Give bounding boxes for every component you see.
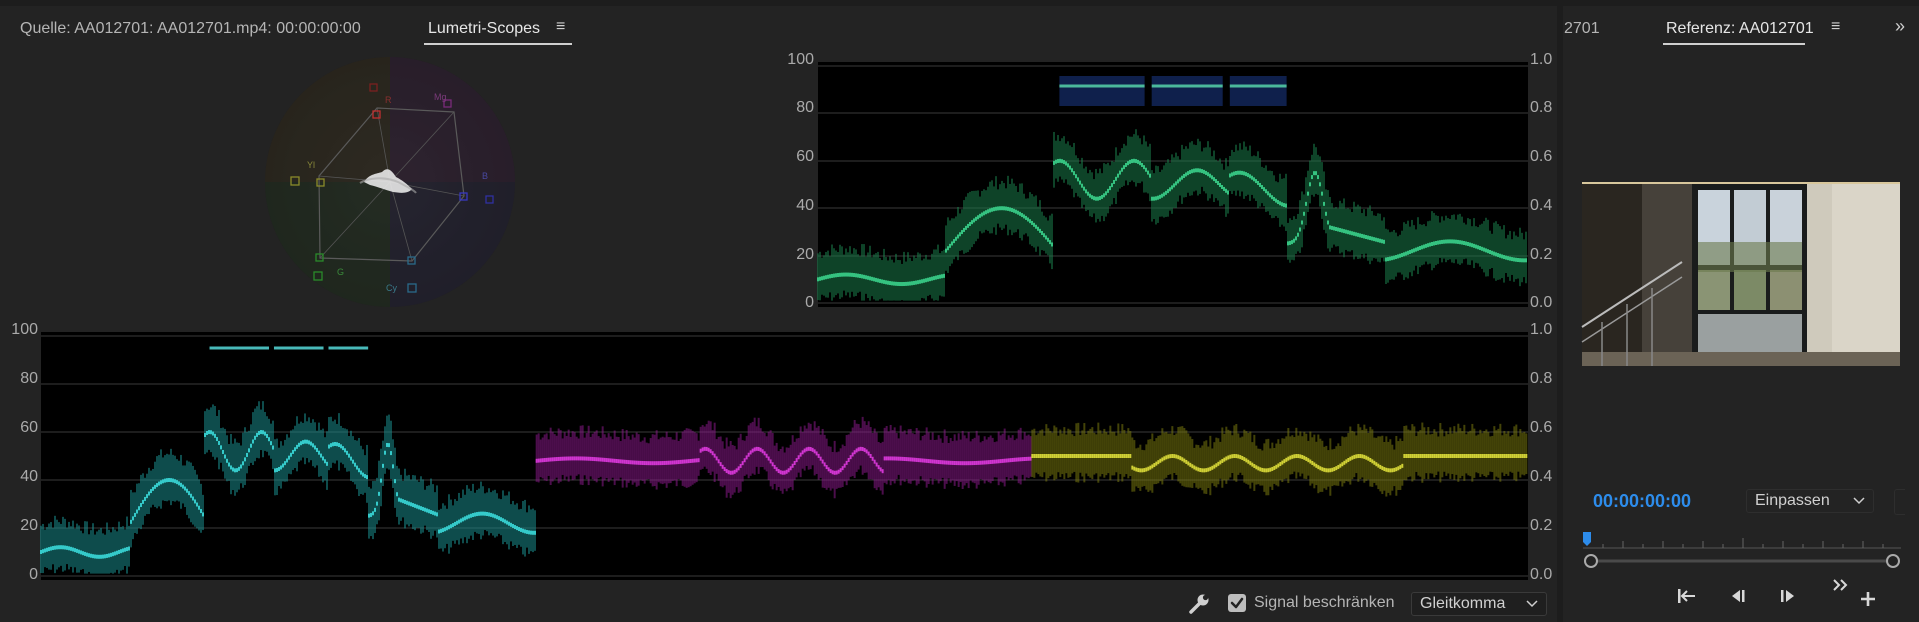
- label-g: G: [337, 267, 344, 277]
- resolution-dropdown-partial[interactable]: [1894, 489, 1905, 515]
- label-b: B: [482, 171, 488, 181]
- active-tab-underline: [424, 43, 572, 45]
- parade-tick-left: 60: [20, 419, 38, 436]
- parade-tick-left: 80: [20, 370, 38, 387]
- target-mg: [443, 99, 452, 108]
- trace-group: [535, 416, 1032, 499]
- label-cy: Cy: [386, 283, 397, 293]
- step-forward-icon[interactable]: [1778, 586, 1800, 606]
- parade-tick-right: 0.6: [1530, 419, 1553, 436]
- label-r: R: [385, 95, 392, 105]
- playhead-icon: [1583, 532, 1591, 546]
- signal-clamp-label: Signal beschränken: [1254, 594, 1395, 611]
- vectorscope: R Mg B Cy G Yl: [265, 57, 515, 307]
- precision-value: Gleitkomma: [1420, 595, 1506, 612]
- scroll-handle-right: [1886, 554, 1900, 568]
- parade-tick-right: 0.8: [1530, 370, 1553, 387]
- waveform-trace: [817, 65, 1528, 304]
- parade-tick-left: 40: [20, 468, 38, 485]
- wf-tick-right: 0.0: [1530, 294, 1553, 311]
- wf-tick-right: 0.2: [1530, 246, 1553, 263]
- checkmark-icon: [1230, 597, 1244, 609]
- target-g: [315, 253, 324, 262]
- panel-overflow-icon[interactable]: »: [1895, 16, 1906, 36]
- precision-dropdown[interactable]: Gleitkomma: [1411, 592, 1547, 616]
- chevron-down-icon: [1853, 497, 1865, 505]
- timecode-display[interactable]: 00:00:00:00: [1593, 491, 1692, 511]
- wf-tick-right: 0.8: [1530, 99, 1553, 116]
- active-tab-underline: [1663, 43, 1805, 45]
- wf-tick-left: 80: [796, 99, 814, 116]
- scroll-handle-left: [1584, 554, 1598, 568]
- parade-tick-right: 0.4: [1530, 468, 1553, 485]
- fit-value: Einpassen: [1755, 492, 1830, 509]
- trace-group: [1031, 422, 1528, 497]
- parade-tick-left: 20: [20, 517, 38, 534]
- reference-monitor-panel: 2701 Referenz: AA012701 ≡ » 00:00:00:00 …: [1563, 6, 1919, 622]
- step-back-icon[interactable]: [1726, 586, 1748, 606]
- wf-tick-left: 20: [796, 246, 814, 263]
- panel-menu-icon[interactable]: ≡: [1831, 18, 1841, 35]
- go-to-in-icon[interactable]: [1676, 586, 1698, 606]
- parade-tick-right: 1.0: [1530, 321, 1553, 338]
- wf-tick-right: 0.6: [1530, 148, 1553, 165]
- tab-reference-monitor[interactable]: Referenz: AA012701: [1666, 20, 1814, 37]
- target-r: [372, 110, 381, 119]
- more-controls-icon[interactable]: [1832, 578, 1850, 594]
- signal-clamp-checkbox[interactable]: [1228, 594, 1246, 612]
- highlight-block: [1229, 76, 1287, 106]
- wf-tick-right: 1.0: [1530, 51, 1553, 68]
- trace-group: [817, 129, 1527, 301]
- tab-source-monitor[interactable]: Quelle: AA012701: AA012701.mp4: 00:00:00…: [20, 20, 361, 37]
- label-mg: Mg: [434, 92, 447, 102]
- vectorscope-trace: [364, 169, 412, 193]
- lumetri-scopes-panel: Quelle: AA012701: AA012701.mp4: 00:00:00…: [0, 6, 1557, 622]
- wf-tick-right: 0.4: [1530, 197, 1553, 214]
- tab-partial-hidden[interactable]: 2701: [1564, 20, 1600, 37]
- tab-lumetri-scopes[interactable]: Lumetri-Scopes: [428, 20, 541, 37]
- chevron-down-icon: [1526, 600, 1538, 608]
- parade-tick-right: 0.0: [1530, 566, 1553, 583]
- target-b: [459, 192, 468, 201]
- target-yl: [316, 178, 325, 187]
- zoom-scrollbar[interactable]: [1583, 551, 1903, 571]
- panel-menu-icon[interactable]: ≡: [556, 18, 566, 35]
- time-ruler[interactable]: [1583, 526, 1903, 556]
- target-cy: [407, 256, 416, 265]
- label-yl: Yl: [307, 160, 315, 170]
- wf-tick-left: 60: [796, 148, 814, 165]
- parade-trace: [40, 335, 1528, 577]
- add-button-icon[interactable]: [1859, 590, 1877, 608]
- video-preview: [1581, 182, 1900, 366]
- wf-tick-left: 100: [787, 51, 814, 68]
- wrench-icon[interactable]: [1188, 593, 1210, 615]
- highlight-block: [1059, 76, 1145, 106]
- parade-tick-left: 0: [29, 566, 38, 583]
- trace-group: [40, 401, 536, 574]
- parade-tick-left: 100: [11, 321, 38, 338]
- parade-tick-right: 0.2: [1530, 517, 1553, 534]
- fit-dropdown[interactable]: Einpassen: [1746, 489, 1874, 513]
- wf-tick-left: 0: [805, 294, 814, 311]
- wf-tick-left: 40: [796, 197, 814, 214]
- highlight-block: [1151, 76, 1223, 106]
